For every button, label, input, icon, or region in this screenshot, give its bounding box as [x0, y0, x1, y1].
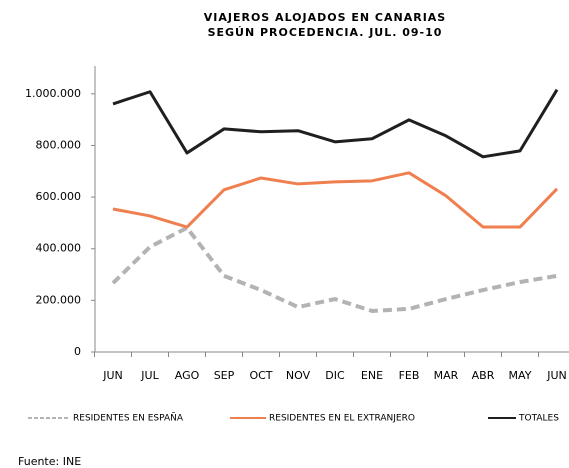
x-tick-label: ABR: [472, 369, 495, 382]
x-tick-label: DIC: [325, 369, 345, 382]
legend-label: TOTALES: [518, 414, 559, 424]
x-tick-label: JUN: [546, 369, 567, 382]
chart-subtitle: SEGÚN PROCEDENCIA. JUL. 09-10: [208, 26, 443, 39]
x-tick-label: AGO: [175, 369, 200, 382]
source-note: Fuente: INE: [18, 455, 81, 468]
series-line: [111, 225, 558, 313]
y-tick-label: 200.000: [36, 293, 82, 306]
y-tick-label: 0: [74, 345, 81, 358]
y-tick-label: 600.000: [36, 190, 82, 203]
x-tick-label: JUL: [140, 369, 159, 382]
x-tick-label: ENE: [361, 369, 383, 382]
chart-title: VIAJEROS ALOJADOS EN CANARIAS: [204, 11, 446, 24]
x-tick-label: NOV: [286, 369, 311, 382]
legend-label: RESIDENTES EN EL EXTRANJERO: [269, 414, 415, 424]
x-tick-label: JUN: [102, 369, 123, 382]
x-tick-label: MAR: [434, 369, 459, 382]
y-tick-label: 800.000: [36, 138, 82, 151]
x-tick-label: FEB: [399, 369, 420, 382]
series-line: [112, 88, 559, 159]
series-line: [112, 171, 559, 229]
x-tick-label: MAY: [509, 369, 532, 382]
y-tick-label: 400.000: [36, 242, 82, 255]
y-tick-label: 1.000.000: [25, 87, 81, 100]
x-tick-label: SEP: [214, 369, 235, 382]
x-tick-label: OCT: [249, 369, 272, 382]
legend-label: RESIDENTES EN ESPAÑA: [73, 413, 184, 424]
